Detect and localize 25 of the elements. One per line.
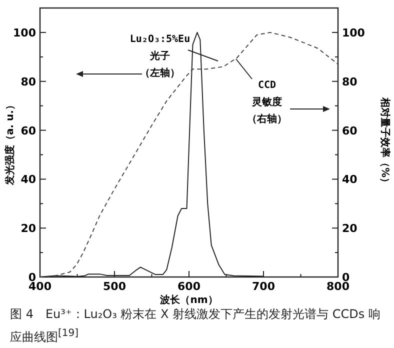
annotation: （右轴）	[247, 113, 287, 125]
y-tick-label: 20	[20, 222, 36, 236]
annotation: 灵敏度	[251, 96, 282, 108]
y-tick-label: 60	[20, 124, 36, 138]
x-tick-label: 500	[103, 280, 126, 293]
y-axis-title: 发光强度（a. u.）	[4, 100, 16, 186]
x-tick-label: 800	[326, 280, 350, 293]
y-tick-label: 100	[13, 26, 36, 40]
annotation: （左轴）	[140, 67, 180, 79]
y2-axis-title: 相对量子效率（%）	[379, 96, 391, 188]
x-tick-label: 400	[28, 280, 52, 293]
annotation: Lu₂O₃:5%Eu	[130, 34, 190, 45]
y2-tick-label: 20	[342, 222, 358, 236]
annotation: 光子	[149, 50, 170, 62]
x-tick-label: 700	[252, 280, 276, 293]
x-axis-title: 波长（nm）	[159, 294, 218, 306]
y2-tick-label: 40	[342, 173, 358, 186]
annotation: CCD	[258, 80, 276, 91]
y2-tick-label: 80	[342, 75, 358, 88]
y2-tick-label: 60	[342, 124, 358, 138]
y-tick-label: 40	[20, 173, 36, 186]
caption: 图 4 Eu³⁺：Lu₂O₃ 粉末在 X 射线激发下产生的发射光谱与 CCDs 响应曲线图$^{[19]}$	[10, 307, 380, 344]
x-tick-label: 600	[178, 280, 201, 293]
y-tick-label: 80	[20, 75, 36, 88]
y2-tick-label: 100	[342, 26, 366, 40]
